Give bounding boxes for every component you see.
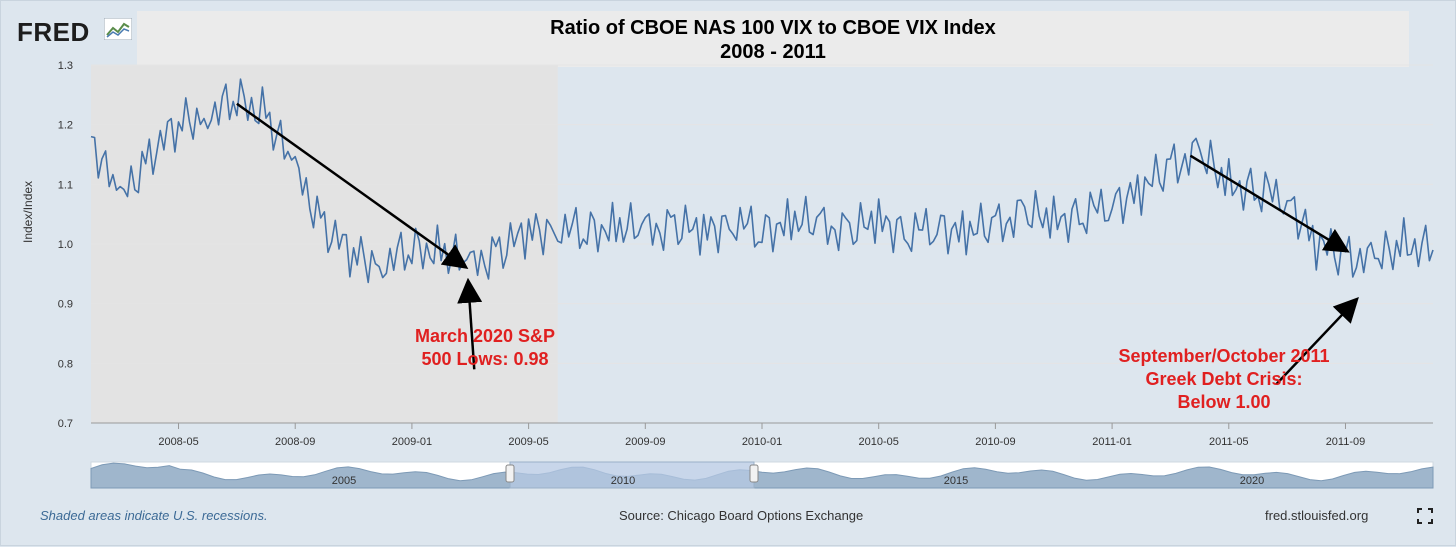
annotation-line: Below 1.00 — [1177, 392, 1271, 412]
y-tick-label: 0.9 — [58, 299, 73, 311]
x-tick-label: 2010-05 — [859, 436, 899, 448]
series-line[interactable] — [90, 78, 1434, 284]
navigator-label: 2020 — [1240, 475, 1264, 487]
trend-arrow — [236, 102, 469, 269]
chart-subtitle: 2008 - 2011 — [720, 41, 826, 63]
chart-title-box: Ratio of CBOE NAS 100 VIX to CBOE VIX In… — [137, 11, 1409, 67]
x-tick-label: 2010-09 — [975, 436, 1015, 448]
annotation-line: 500 Lows: 0.98 — [421, 349, 549, 369]
trend-arrow — [1189, 154, 1350, 253]
y-tick-label: 1.2 — [58, 120, 73, 132]
x-tick-label: 2011-09 — [1326, 436, 1366, 448]
annotation-line: Greek Debt Crisis: — [1145, 369, 1303, 389]
line-graph-icon — [104, 18, 132, 40]
y-tick-label: 0.7 — [58, 418, 73, 430]
y-tick-label: 1.1 — [58, 179, 73, 191]
x-tick-label: 2008-09 — [275, 436, 315, 448]
chart-title: Ratio of CBOE NAS 100 VIX to CBOE VIX In… — [550, 17, 996, 39]
site-link[interactable]: fred.stlouisfed.org — [1265, 508, 1369, 523]
annotation-march-lows: March 2020 S&P 500 Lows: 0.98 — [405, 325, 565, 371]
x-tick-label: 2011-05 — [1209, 436, 1249, 448]
navigator-area — [90, 462, 1434, 489]
annotation-line: September/October 2011 — [1118, 346, 1330, 366]
navigator-window[interactable] — [509, 461, 755, 489]
expand-icon[interactable] — [1417, 508, 1433, 524]
source-note: Source: Chicago Board Options Exchange — [619, 508, 864, 523]
fred-logo[interactable]: FRED — [17, 17, 90, 47]
y-tick-label: 1.0 — [58, 239, 73, 251]
x-tick-label: 2009-05 — [508, 436, 548, 448]
navigator-label: 2005 — [332, 475, 356, 487]
x-tick-label: 2010-01 — [742, 436, 782, 448]
annotation-greek-debt: September/October 2011 Greek Debt Crisis… — [1099, 345, 1349, 414]
recession-note: Shaded areas indicate U.S. recessions. — [40, 508, 268, 523]
navigator-label: 2015 — [944, 475, 968, 487]
y-tick-label: 0.8 — [58, 358, 73, 370]
x-tick-label: 2008-05 — [158, 436, 198, 448]
navigator-label: 2010 — [611, 475, 635, 487]
navigator-handle-right[interactable] — [749, 464, 759, 483]
navigator-handle-left[interactable] — [505, 464, 515, 483]
trend-arrow — [457, 277, 483, 370]
x-tick-label: 2009-01 — [392, 436, 432, 448]
x-tick-label: 2009-09 — [625, 436, 665, 448]
trend-arrow — [1275, 297, 1359, 386]
x-tick-label: 2011-01 — [1092, 436, 1132, 448]
y-tick-label: 1.3 — [58, 60, 73, 72]
annotation-line: March 2020 S&P — [414, 326, 556, 346]
